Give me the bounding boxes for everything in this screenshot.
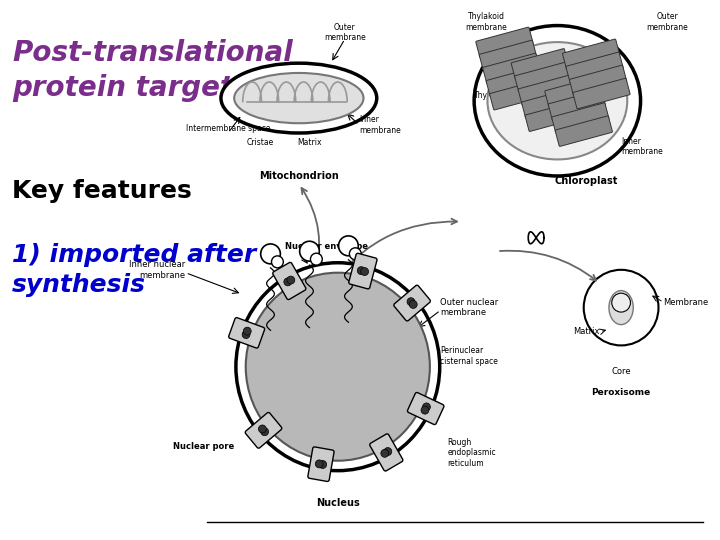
Circle shape [612, 293, 631, 312]
Circle shape [384, 448, 392, 456]
Text: 1) imported after
synthesis: 1) imported after synthesis [12, 243, 256, 297]
Circle shape [287, 276, 294, 284]
FancyBboxPatch shape [515, 62, 572, 92]
Circle shape [423, 403, 431, 411]
Circle shape [261, 428, 269, 436]
Circle shape [271, 256, 283, 268]
FancyBboxPatch shape [570, 65, 626, 96]
FancyBboxPatch shape [549, 90, 606, 120]
Text: Outer nuclear
membrane: Outer nuclear membrane [441, 298, 499, 318]
Ellipse shape [609, 291, 634, 325]
Circle shape [349, 248, 361, 260]
Ellipse shape [474, 25, 641, 176]
FancyBboxPatch shape [545, 77, 602, 107]
Text: Rough
endoplasmic
reticulum: Rough endoplasmic reticulum [448, 438, 496, 468]
Text: Outer
membrane: Outer membrane [324, 23, 366, 42]
Ellipse shape [221, 63, 377, 133]
FancyBboxPatch shape [369, 434, 403, 471]
Circle shape [242, 330, 250, 339]
Circle shape [361, 267, 369, 275]
Circle shape [258, 425, 266, 433]
Text: Nuclear pore: Nuclear pore [173, 442, 234, 451]
Text: Chromatin,
nucleolus,
other proteins: Chromatin, nucleolus, other proteins [286, 389, 341, 419]
Text: Thylakoid
membrane: Thylakoid membrane [466, 12, 508, 31]
Text: Peroxisome: Peroxisome [591, 388, 651, 397]
Text: Post-translational
protein targeting: Post-translational protein targeting [12, 39, 293, 102]
Text: Chloroplast: Chloroplast [554, 176, 617, 186]
FancyBboxPatch shape [486, 66, 544, 97]
Circle shape [243, 327, 251, 335]
Circle shape [261, 244, 280, 264]
FancyBboxPatch shape [566, 52, 624, 83]
Ellipse shape [246, 273, 430, 461]
Circle shape [381, 449, 389, 457]
Circle shape [409, 300, 417, 308]
Circle shape [315, 460, 323, 468]
FancyBboxPatch shape [308, 447, 334, 482]
Text: Core: Core [611, 367, 631, 376]
Text: Inner nuclear
membrane: Inner nuclear membrane [130, 260, 186, 280]
FancyBboxPatch shape [408, 393, 444, 424]
Circle shape [407, 298, 415, 306]
Text: Stroma: Stroma [600, 110, 628, 119]
FancyBboxPatch shape [476, 27, 533, 58]
Text: Matrix: Matrix [297, 138, 322, 147]
Text: Outer
membrane: Outer membrane [647, 12, 688, 31]
Text: Inner
membrane: Inner membrane [621, 137, 663, 156]
Circle shape [284, 278, 292, 286]
FancyBboxPatch shape [525, 101, 582, 131]
Circle shape [319, 461, 327, 469]
FancyBboxPatch shape [521, 88, 579, 118]
Text: Nucleus: Nucleus [316, 498, 360, 508]
Text: Thylakoid
lumen: Thylakoid lumen [516, 132, 549, 145]
Circle shape [421, 406, 429, 414]
Text: Nuclear envelope: Nuclear envelope [284, 242, 368, 251]
FancyBboxPatch shape [555, 116, 613, 146]
FancyBboxPatch shape [562, 39, 620, 70]
Circle shape [310, 253, 323, 265]
Text: Key features: Key features [12, 179, 192, 202]
FancyBboxPatch shape [573, 78, 630, 109]
Text: Inner
membrane: Inner membrane [359, 115, 401, 134]
Text: Thylakoids: Thylakoids [474, 91, 515, 100]
FancyBboxPatch shape [482, 53, 540, 84]
FancyBboxPatch shape [273, 262, 306, 300]
Ellipse shape [236, 263, 440, 471]
Circle shape [300, 241, 319, 261]
Ellipse shape [487, 42, 627, 159]
FancyBboxPatch shape [348, 253, 377, 289]
FancyBboxPatch shape [246, 413, 282, 448]
FancyBboxPatch shape [490, 79, 546, 110]
FancyBboxPatch shape [518, 75, 575, 105]
Circle shape [357, 267, 365, 275]
Text: Cristae: Cristae [246, 138, 274, 147]
Ellipse shape [234, 73, 364, 123]
FancyBboxPatch shape [394, 285, 431, 321]
Text: Matrix: Matrix [573, 327, 600, 336]
Text: Membrane: Membrane [664, 298, 709, 307]
FancyBboxPatch shape [552, 103, 609, 133]
Circle shape [584, 270, 659, 346]
FancyBboxPatch shape [229, 318, 265, 348]
Circle shape [338, 236, 359, 256]
Text: Mitochondrion: Mitochondrion [259, 171, 338, 180]
FancyBboxPatch shape [511, 49, 568, 79]
FancyBboxPatch shape [480, 40, 536, 71]
Text: Intermembrane space: Intermembrane space [186, 124, 270, 133]
Text: Perinuclear
cisternal space: Perinuclear cisternal space [441, 346, 498, 366]
